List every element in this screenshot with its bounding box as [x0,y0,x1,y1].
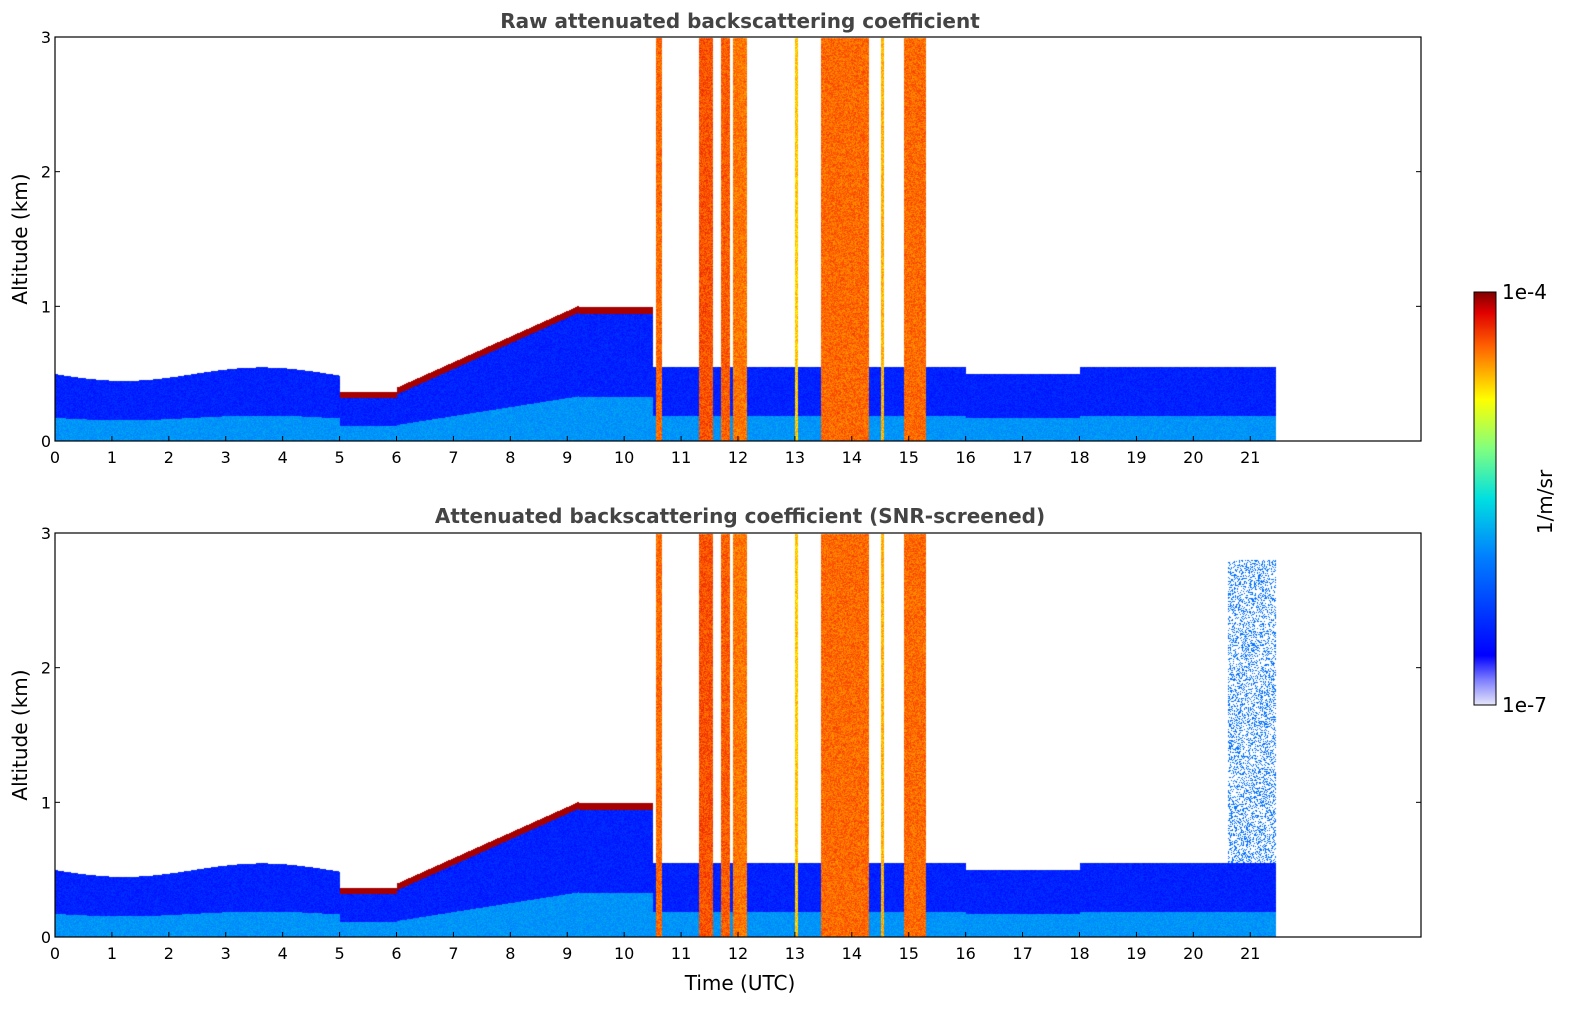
x-tick-label: 11 [671,448,691,467]
x-tick-label: 7 [448,448,458,467]
x-tick-label: 1 [107,448,117,467]
x-tick-label: 21 [1240,448,1260,467]
x-axis-ticks: 0 1 2 3 4 5 6 7 8 9 10 11 12 13 14 15 16 17 18 19 20 21 [50,932,1260,963]
x-tick-label: 19 [1126,944,1146,963]
x-tick-label: 13 [785,944,805,963]
y-axis-ticks: 0 1 2 3 [41,524,1421,947]
y-axis-ticks: 0 1 2 3 [41,28,1421,451]
x-tick-label: 11 [671,944,691,963]
x-tick-label: 5 [334,944,344,963]
x-tick-label: 18 [1069,448,1089,467]
x-tick-label: 18 [1069,944,1089,963]
y-tick-label: 2 [41,163,51,182]
x-tick-label: 3 [221,448,231,467]
x-tick-label: 3 [221,944,231,963]
x-tick-label: 7 [448,944,458,963]
heatmap-area [55,37,1421,441]
y-tick-label: 1 [41,793,51,812]
x-tick-label: 15 [899,944,919,963]
x-tick-label: 13 [785,448,805,467]
x-tick-label: 20 [1183,448,1203,467]
x-axis-label: Time (UTC) [684,971,796,995]
x-tick-label: 15 [899,448,919,467]
x-tick-label: 12 [728,448,748,467]
y-tick-label: 1 [41,297,51,316]
y-axis-label: Altitude (km) [8,173,32,304]
y-tick-label: 2 [41,659,51,678]
y-tick-label: 3 [41,524,51,543]
x-tick-label: 10 [614,448,634,467]
x-tick-label: 2 [164,448,174,467]
x-tick-label: 14 [842,448,862,467]
x-tick-label: 6 [391,944,401,963]
snr-screened-panel: Attenuated backscattering coefficient (S… [8,504,1422,995]
x-tick-label: 19 [1126,448,1146,467]
x-tick-label: 8 [505,944,515,963]
x-tick-label: 9 [562,944,572,963]
colorbar: 1e-4 1e-7 1/m/sr [1473,280,1557,717]
x-tick-label: 12 [728,944,748,963]
colorbar-gradient [1473,291,1497,706]
x-tick-label: 4 [278,944,288,963]
x-axis-ticks: 0 1 2 3 4 5 6 7 8 9 10 11 12 13 14 15 16 17 18 19 20 21 [50,436,1260,467]
x-tick-label: 8 [505,448,515,467]
x-tick-label: 0 [50,448,60,467]
raw-backscatter-panel: Raw attenuated backscattering coefficien… [8,9,1422,467]
x-tick-label: 17 [1012,448,1032,467]
x-tick-label: 14 [842,944,862,963]
x-tick-label: 0 [50,944,60,963]
y-tick-label: 0 [41,432,51,451]
x-tick-label: 16 [955,448,975,467]
x-tick-label: 20 [1183,944,1203,963]
colorbar-unit-label: 1/m/sr [1533,469,1557,534]
x-tick-label: 10 [614,944,634,963]
x-tick-label: 21 [1240,944,1260,963]
x-tick-label: 16 [955,944,975,963]
y-tick-label: 0 [41,928,51,947]
colorbar-min-label: 1e-7 [1502,693,1547,717]
x-tick-label: 4 [278,448,288,467]
x-tick-label: 17 [1012,944,1032,963]
heatmap-area [55,533,1421,937]
colorbar-max-label: 1e-4 [1502,280,1547,304]
x-tick-label: 6 [391,448,401,467]
y-tick-label: 3 [41,28,51,47]
panel-title: Raw attenuated backscattering coefficien… [500,9,980,33]
panel-title: Attenuated backscattering coefficient (S… [435,504,1045,528]
y-axis-label: Altitude (km) [8,669,32,800]
x-tick-label: 1 [107,944,117,963]
x-tick-label: 2 [164,944,174,963]
x-tick-label: 9 [562,448,572,467]
x-tick-label: 5 [334,448,344,467]
